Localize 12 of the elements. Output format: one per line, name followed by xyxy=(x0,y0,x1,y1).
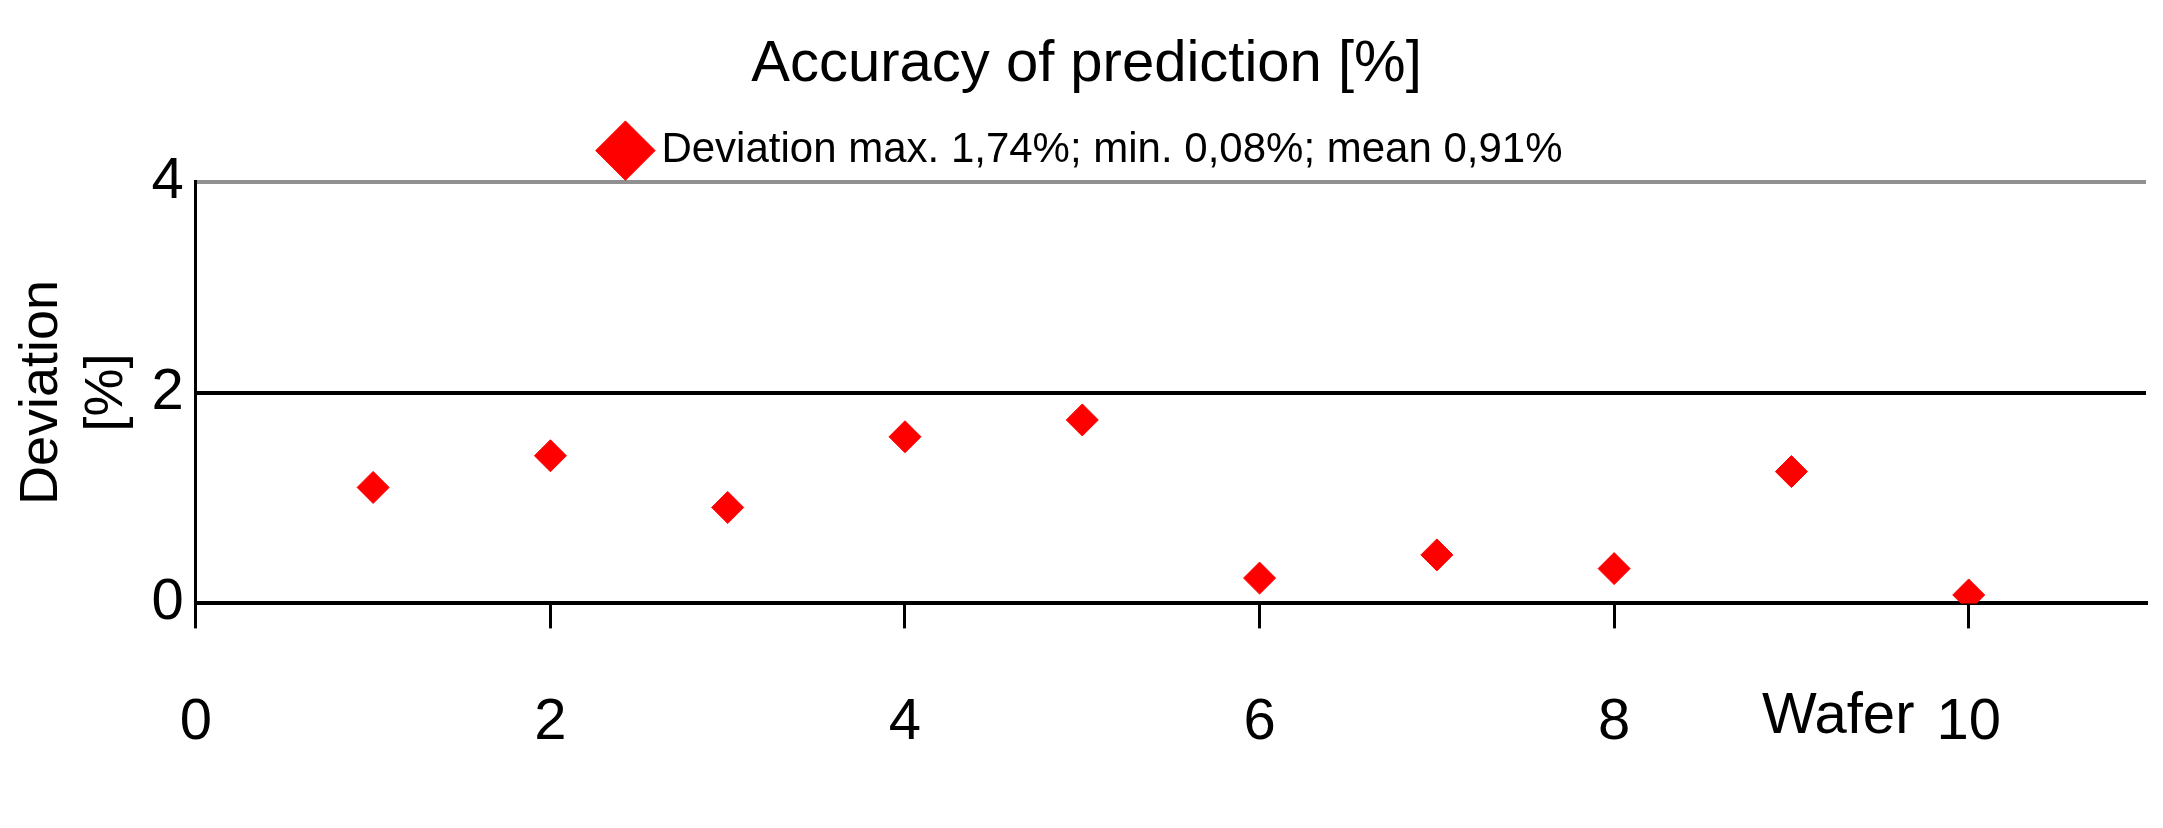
y-tick-label: 2 xyxy=(151,355,184,421)
x-tick-label: 2 xyxy=(534,686,567,752)
y-tick-label: 0 xyxy=(151,566,184,632)
x-tick-label: 4 xyxy=(888,686,922,752)
y-axis-title: Deviation [%] xyxy=(8,279,134,506)
x-tick-label: 10 xyxy=(1936,686,2001,752)
legend-label: Deviation max. 1,74%; min. 0,08%; mean 0,91% xyxy=(661,124,1563,172)
x-tick-label: 6 xyxy=(1243,686,1276,752)
x-tick-label: 8 xyxy=(1598,686,1631,752)
chart-title: Accuracy of prediction [%] xyxy=(751,27,1422,93)
y-tick-label: 4 xyxy=(151,144,184,210)
x-axis-title: Wafer xyxy=(1761,680,1915,746)
